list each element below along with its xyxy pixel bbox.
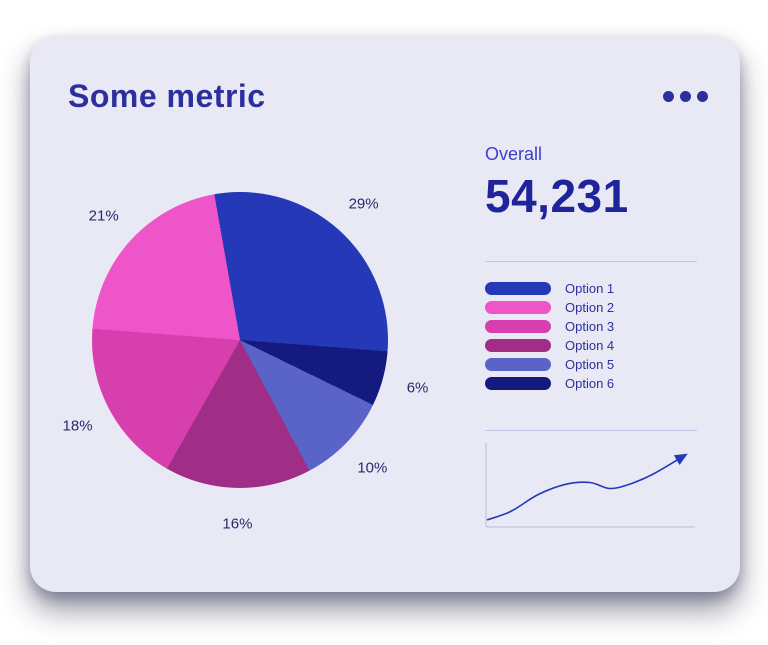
legend-label: Option 3	[565, 319, 615, 334]
legend-item: Option 6	[485, 376, 697, 391]
ellipsis-dot-icon	[663, 90, 674, 102]
card-header: Some metric	[30, 36, 740, 118]
overall-value: 54,231	[485, 170, 629, 222]
legend-label: Option 2	[565, 300, 615, 315]
pie-slice-label: 10%	[357, 459, 388, 477]
legend-item: Option 5	[485, 357, 697, 372]
legend-swatch	[485, 320, 551, 333]
menu-button[interactable]	[659, 87, 712, 106]
legend-label: Option 1	[565, 281, 615, 296]
legend-swatch	[485, 301, 551, 314]
ellipsis-dot-icon	[680, 90, 691, 102]
trend-line	[486, 453, 688, 521]
pie-graphic	[92, 192, 388, 488]
ellipsis-dot-icon	[697, 90, 708, 102]
pie-chart: 29% 6% 10% 16% 18% 21%	[30, 130, 450, 550]
legend-item: Option 3	[485, 319, 697, 334]
card-body: 29% 6% 10% 16% 18% 21% Overall 54,231 Option …	[30, 130, 740, 550]
trend-sparkline	[485, 443, 695, 528]
legend-swatch	[485, 282, 551, 295]
pie-slice-label: 18%	[62, 417, 93, 435]
legend-swatch	[485, 377, 551, 390]
legend-label: Option 5	[565, 357, 615, 372]
legend-item: Option 2	[485, 300, 697, 315]
divider	[485, 430, 697, 431]
overall-label: Overall	[485, 144, 543, 164]
pie-slice-label: 16%	[222, 515, 253, 533]
legend-label: Option 6	[565, 376, 615, 391]
divider	[485, 261, 697, 262]
pie-slice-label: 21%	[88, 207, 119, 225]
page-title: Some metric	[68, 77, 266, 114]
pie-slice-label: 29%	[348, 195, 379, 213]
metric-card: Some metric 29% 6% 10% 16% 18% 21% Overall 54…	[30, 36, 740, 592]
legend-swatch	[485, 358, 551, 371]
legend-item: Option 1	[485, 281, 697, 296]
legend-item: Option 4	[485, 338, 697, 353]
pie-slice-label: 6%	[406, 379, 429, 397]
legend: Option 1 Option 2 Option 3 Option 4 Option 5…	[485, 281, 697, 391]
legend-swatch	[485, 339, 551, 352]
legend-label: Option 4	[565, 338, 615, 353]
sparkline-chart	[485, 443, 695, 528]
